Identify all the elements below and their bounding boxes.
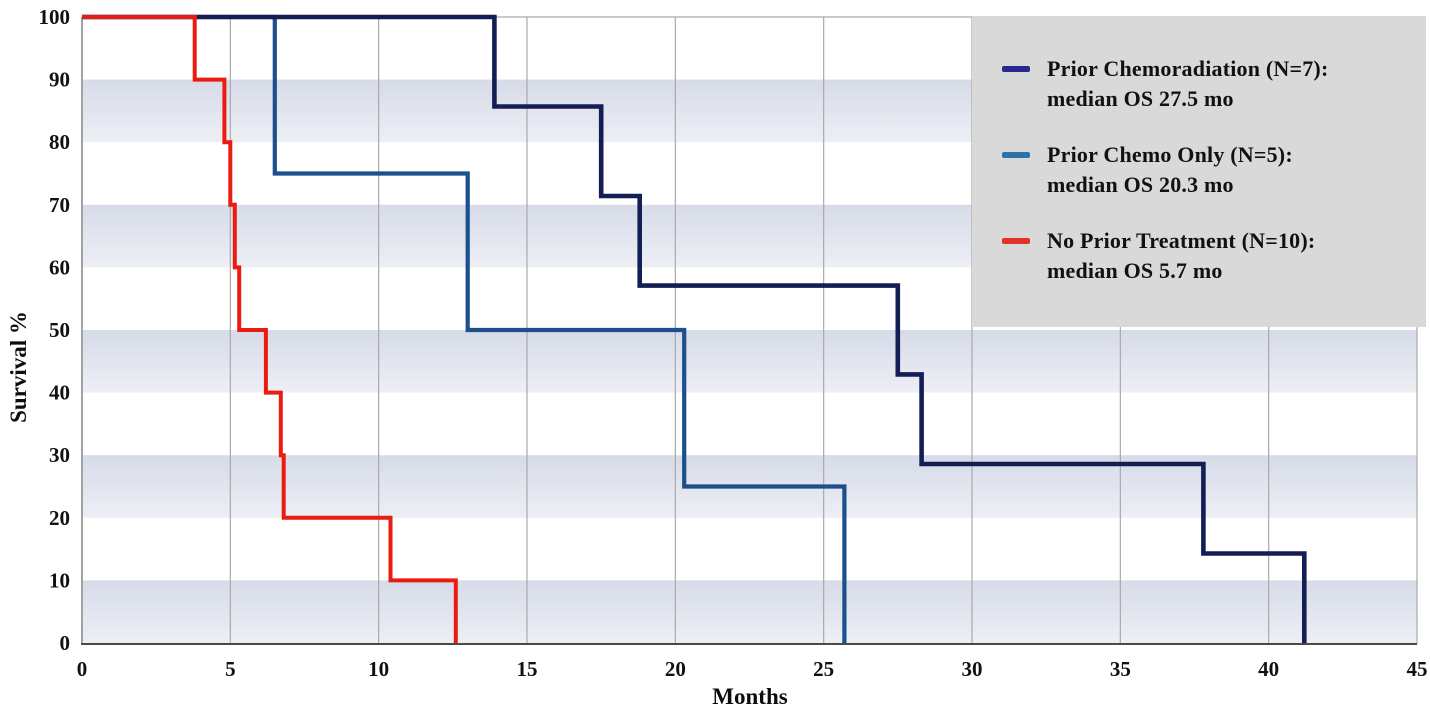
curve-no-prior-treatment [82, 15, 458, 643]
legend: Prior Chemoradiation (N=7): median OS 27… [972, 16, 1426, 327]
tick-labels: 0 5 10 15 20 25 30 35 40 45 0 10 20 30 40 50 60 70 80 90 100 [39, 5, 1428, 681]
axes [81, 17, 1417, 645]
legend-swatch-red-line-icon [1002, 238, 1030, 244]
y-tick-label-10: 10 [49, 568, 70, 592]
x-tick-label-25: 25 [813, 657, 834, 681]
band-40-50 [83, 330, 1417, 393]
x-tick-label-35: 35 [1110, 657, 1131, 681]
x-tick-label-5: 5 [225, 657, 236, 681]
band-0-10 [83, 580, 1417, 643]
x-tick-label-0: 0 [77, 657, 88, 681]
legend-swatch-navy-line-icon [1002, 66, 1030, 72]
y-tick-label-90: 90 [49, 68, 70, 92]
y-tick-label-50: 50 [49, 318, 70, 342]
x-tick-label-10: 10 [368, 657, 389, 681]
x-tick-label-45: 45 [1407, 657, 1428, 681]
survival-curves [82, 14, 1307, 643]
legend-line: median OS 27.5 mo [1047, 86, 1234, 111]
legend-item-prior-chemo-only: Prior Chemo Only (N=5): median OS 20.3 m… [1002, 140, 1418, 200]
x-tick-label-15: 15 [517, 657, 538, 681]
legend-line: Prior Chemoradiation (N=7): [1047, 56, 1329, 81]
x-axis-title: Months [712, 684, 787, 709]
y-tick-label-40: 40 [49, 381, 70, 405]
y-tick-label-100: 100 [39, 5, 71, 29]
y-tick-label-0: 0 [60, 631, 71, 655]
x-tick-label-30: 30 [962, 657, 983, 681]
y-tick-label-60: 60 [49, 255, 70, 279]
legend-line: median OS 5.7 mo [1047, 258, 1223, 283]
legend-label-prior-chemo-only: Prior Chemo Only (N=5): median OS 20.3 m… [1047, 140, 1293, 200]
legend-label-no-prior-treatment: No Prior Treatment (N=10): median OS 5.7… [1047, 226, 1315, 286]
curve-prior-chemo-only [82, 14, 847, 643]
legend-line: median OS 20.3 mo [1047, 172, 1234, 197]
legend-line: No Prior Treatment (N=10): [1047, 228, 1316, 253]
legend-label-prior-chemoradiation: Prior Chemoradiation (N=7): median OS 27… [1047, 54, 1329, 114]
legend-line: Prior Chemo Only (N=5): [1047, 142, 1293, 167]
y-tick-label-30: 30 [49, 443, 70, 467]
x-tick-label-20: 20 [665, 657, 686, 681]
y-axis-title: Survival % [6, 311, 31, 423]
legend-swatch-blue-line-icon [1002, 152, 1030, 158]
curve-prior-chemoradiation [82, 14, 1307, 643]
legend-item-prior-chemoradiation: Prior Chemoradiation (N=7): median OS 27… [1002, 54, 1418, 114]
y-tick-label-20: 20 [49, 506, 70, 530]
legend-item-no-prior-treatment: No Prior Treatment (N=10): median OS 5.7… [1002, 226, 1418, 286]
y-tick-label-70: 70 [49, 193, 70, 217]
y-tick-label-80: 80 [49, 130, 70, 154]
x-tick-label-40: 40 [1258, 657, 1279, 681]
